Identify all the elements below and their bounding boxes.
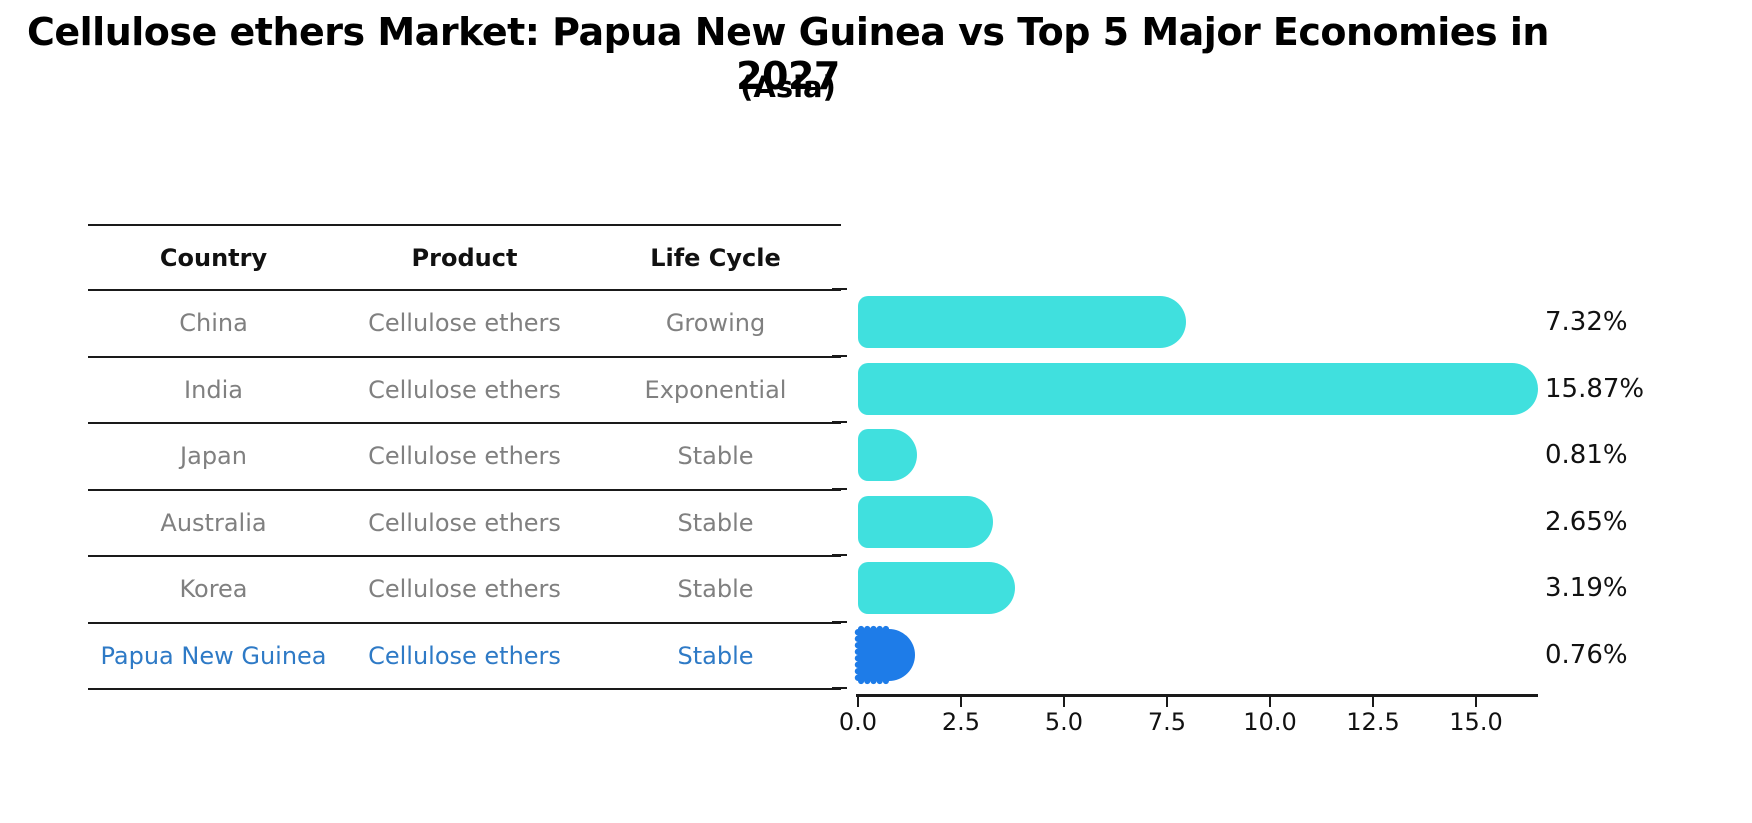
value-label-papua-new-guinea: 0.76%	[1545, 639, 1628, 670]
value-label-india: 15.87%	[1545, 373, 1645, 404]
column-header-product: Product	[411, 243, 518, 272]
cell-life-cycle: Stable	[677, 508, 754, 537]
x-tick-label: 7.5	[1147, 708, 1187, 736]
cell-life-cycle: Exponential	[644, 375, 787, 404]
bar-papua-new-guinea	[854, 625, 915, 684]
value-label-korea: 3.19%	[1545, 573, 1628, 604]
cell-country: Japan	[180, 442, 247, 471]
x-tick-label: 15.0	[1449, 708, 1503, 736]
cell-product: Cellulose ethers	[368, 442, 561, 471]
scalloped-bar-shape	[854, 625, 915, 684]
x-tick-mark	[1269, 696, 1271, 707]
cell-product: Cellulose ethers	[368, 375, 561, 404]
bar-india	[858, 362, 1538, 415]
value-label-australia: 2.65%	[1545, 506, 1628, 537]
cell-country: China	[179, 309, 248, 338]
cell-life-cycle: Stable	[677, 442, 754, 471]
table-row-australia: Australia Cellulose ethers Stable	[88, 491, 841, 557]
table-row-china: China Cellulose ethers Growing	[88, 291, 841, 358]
cell-product: Cellulose ethers	[368, 309, 561, 338]
y-tick-mark	[832, 288, 847, 290]
chart-title: Cellulose ethers Market: Papua New Guine…	[27, 10, 1549, 98]
cell-country: Korea	[179, 575, 248, 604]
x-tick-mark	[857, 696, 859, 707]
table-row-japan: Japan Cellulose ethers Stable	[88, 424, 841, 491]
cell-life-cycle: Growing	[665, 309, 766, 338]
cell-country: Papua New Guinea	[100, 641, 327, 670]
x-tick-label: 10.0	[1243, 708, 1297, 736]
cell-country: India	[184, 375, 243, 404]
cell-life-cycle: Stable	[677, 575, 754, 604]
x-axis-line	[856, 694, 1538, 697]
cell-country: Australia	[160, 508, 267, 537]
bar-korea	[858, 562, 1015, 615]
x-tick-label: 12.5	[1346, 708, 1400, 736]
bar-china	[858, 296, 1186, 349]
x-tick-mark	[1372, 696, 1374, 707]
table-row-korea: Korea Cellulose ethers Stable	[88, 557, 841, 624]
bar-australia	[858, 495, 993, 548]
y-tick-mark	[832, 687, 847, 689]
x-tick-label: 0.0	[838, 708, 878, 736]
table-header-row: Country Product Life Cycle	[88, 226, 841, 291]
y-tick-mark	[832, 620, 847, 623]
y-tick-mark	[832, 487, 847, 490]
cell-product: Cellulose ethers	[368, 508, 561, 537]
x-tick-label: 5.0	[1044, 708, 1084, 736]
y-tick-mark	[832, 354, 847, 357]
y-tick-mark	[832, 421, 847, 423]
value-label-china: 7.32%	[1545, 307, 1628, 338]
value-label-japan: 0.81%	[1545, 440, 1628, 471]
x-tick-label: 2.5	[941, 708, 981, 736]
country-table: Country Product Life Cycle China Cellulo…	[88, 224, 841, 690]
x-tick-mark	[960, 696, 962, 707]
chart-subtitle: (Asia)	[740, 70, 836, 104]
column-header-life-cycle: Life Cycle	[650, 243, 781, 272]
x-tick-mark	[1475, 696, 1477, 707]
bar-japan	[858, 429, 917, 482]
y-tick-mark	[832, 554, 847, 556]
column-header-country: Country	[159, 243, 268, 272]
x-tick-mark	[1063, 696, 1065, 707]
cell-product: Cellulose ethers	[368, 641, 561, 670]
table-row-papua-new-guinea: Papua New Guinea Cellulose ethers Stable	[88, 624, 841, 690]
x-tick-mark	[1166, 696, 1168, 707]
cell-product: Cellulose ethers	[368, 575, 561, 604]
table-row-india: India Cellulose ethers Exponential	[88, 358, 841, 424]
cell-life-cycle: Stable	[677, 641, 754, 670]
